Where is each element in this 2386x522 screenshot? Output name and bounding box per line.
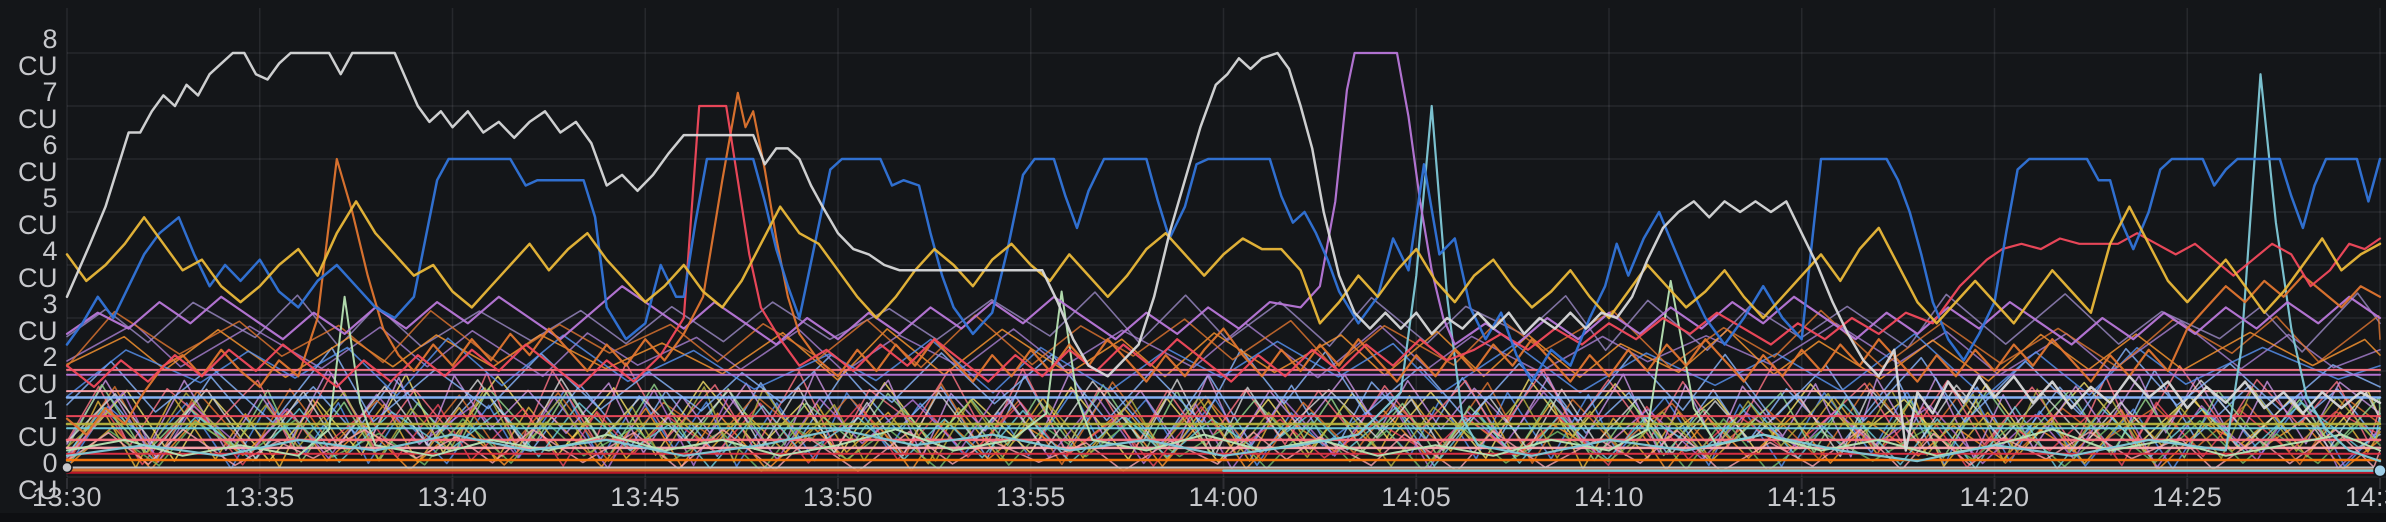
series-line xyxy=(66,386,2381,467)
series-line xyxy=(66,279,2381,457)
series-line xyxy=(66,402,2381,470)
series-line xyxy=(65,200,2382,325)
series-line xyxy=(66,309,2381,369)
series-line xyxy=(65,157,2382,383)
series-end-dot xyxy=(2373,463,2386,478)
series-line xyxy=(65,104,2382,388)
panel-bottom-edge xyxy=(0,513,2386,522)
series-line xyxy=(65,51,2382,346)
series-line xyxy=(65,73,2382,463)
series-line xyxy=(65,51,2382,452)
series-line xyxy=(65,91,2382,436)
series-line xyxy=(66,346,2381,424)
series-start-dot xyxy=(61,461,73,474)
